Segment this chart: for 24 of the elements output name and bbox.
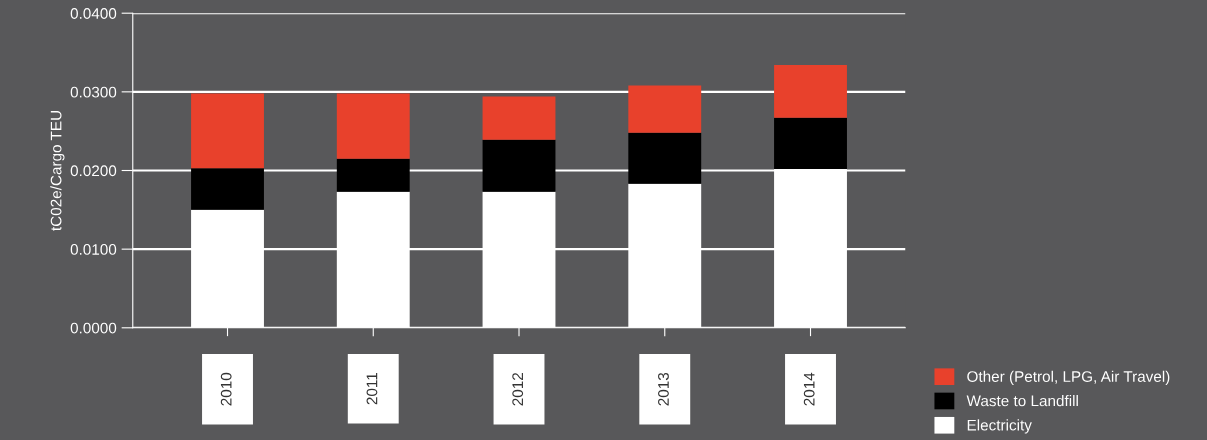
bar	[482, 96, 556, 140]
y-tick-label: 0.0300	[70, 86, 117, 98]
x-tick-label: 2012	[512, 373, 524, 406]
legend-label: Other (Petrol, LPG, Air Travel)	[967, 370, 1170, 385]
x-tick-label: 2010	[220, 372, 232, 406]
y-tick-label: 0.0200	[70, 165, 117, 177]
bar	[628, 132, 702, 184]
bar	[336, 158, 410, 192]
x-tick-label: 2013	[658, 372, 669, 406]
y-tick-label: 0.0000	[70, 322, 117, 334]
x-tick-label: 2011	[366, 372, 378, 405]
legend-label: Electricity	[967, 419, 1032, 434]
bar	[336, 93, 410, 159]
bar	[628, 85, 702, 133]
bar	[774, 117, 847, 169]
legend-label: Waste to Landfill	[966, 395, 1078, 407]
bar	[191, 168, 264, 210]
y-tick-label: 0.0100	[70, 244, 117, 255]
x-tick-label: 2014	[803, 372, 815, 406]
bar	[482, 139, 556, 192]
y-tick-label: 0.0400	[70, 8, 117, 19]
y-axis-title: tC02e/Cargo TEU	[50, 111, 65, 231]
bar	[191, 93, 264, 169]
bar	[774, 65, 847, 118]
